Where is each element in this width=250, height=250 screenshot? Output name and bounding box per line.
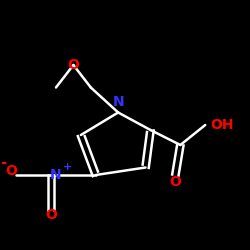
Text: N: N bbox=[112, 96, 124, 110]
Text: O: O bbox=[170, 176, 181, 190]
Text: OH: OH bbox=[210, 118, 234, 132]
Text: N: N bbox=[50, 168, 62, 182]
Text: +: + bbox=[62, 162, 72, 172]
Text: -: - bbox=[0, 155, 7, 170]
Text: O: O bbox=[5, 164, 17, 178]
Text: O: O bbox=[68, 58, 79, 72]
Text: O: O bbox=[45, 208, 57, 222]
